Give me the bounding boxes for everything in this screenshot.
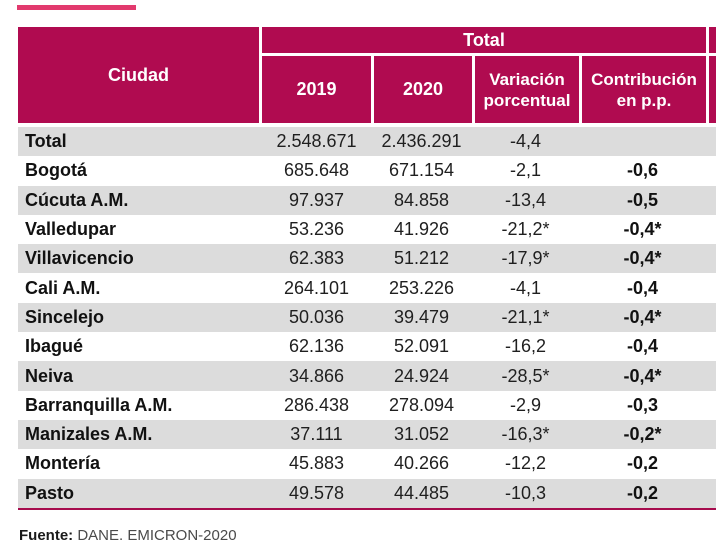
cell-ciudad: Manizales A.M. [25,424,153,445]
cell-contribucion: -0,4* [623,306,662,327]
table-row: Montería 45.883 40.266 -12,2 -0,2 [18,449,716,479]
cell-variacion: -16,3* [501,424,550,445]
header-variacion-line2: porcentual [483,90,571,110]
cell-2019: 62.136 [288,336,345,357]
header-total: Total [262,27,706,53]
header-2020: 2020 [374,56,472,123]
cell-2020: 253.226 [388,277,455,298]
cell-2019: 97.937 [288,189,345,210]
cell-2020: 671.154 [388,160,455,181]
table-row: Villavicencio 62.383 51.212 -17,9* -0,4* [18,244,716,274]
cell-variacion: -2,9 [509,394,542,415]
cell-2020: 41.926 [393,219,450,240]
cell-2019: 53.236 [288,219,345,240]
cell-contribucion: -0,2 [626,453,659,474]
cell-2019: 685.648 [283,160,350,181]
cell-ciudad: Neiva [25,365,74,386]
table-row: Bogotá 685.648 671.154 -2,1 -0,6 [18,156,716,186]
table-row: Cúcuta A.M. 97.937 84.858 -13,4 -0,5 [18,185,716,215]
cell-2020: 52.091 [393,336,450,357]
cell-ciudad: Montería [25,453,101,474]
cell-contribucion: -0,3 [626,394,659,415]
cell-contribucion: -0,4* [623,248,662,269]
cell-2019: 49.578 [288,482,345,503]
header-ciudad: Ciudad [18,27,259,123]
cell-2019: 45.883 [288,453,345,474]
cell-2020: 31.052 [393,424,450,445]
cell-contribucion: -0,4* [623,219,662,240]
cell-variacion: -21,1* [501,306,550,327]
cell-ciudad: Barranquilla A.M. [25,394,173,415]
cell-contribucion: -0,6 [626,160,659,181]
header-contribucion-line1: Contribución [591,69,697,89]
cell-variacion: -21,2* [501,219,550,240]
header-variacion: Variación porcentual [475,56,579,123]
cell-2019: 2.548.671 [276,131,357,152]
cell-2020: 84.858 [393,189,450,210]
table-row: Valledupar 53.236 41.926 -21,2* -0,4* [18,214,716,245]
table-row: Ibagué 62.136 52.091 -16,2 -0,4 [18,332,716,362]
title-accent-bar [17,5,136,10]
cell-2020: 24.924 [393,365,450,386]
table-header: Ciudad Total 2019 2020 Variación porcent… [18,27,716,123]
header-variacion-line1: Variación [489,69,565,89]
cell-contribucion: -0,2 [626,482,659,503]
cell-ciudad: Bogotá [25,160,87,181]
table-body: Total 2.548.671 2.436.291 -4,4 Bogotá 68… [18,127,716,510]
source-note: Fuente: DANE. EMICRON-2020 [19,527,237,544]
table-row: Barranquilla A.M. 286.438 278.094 -2,9 -… [18,390,716,420]
header-edge-strip-bottom [709,56,716,123]
cell-variacion: -4,4 [509,131,542,152]
table-row: Manizales A.M. 37.111 31.052 -16,3* -0,2… [18,419,716,450]
cell-contribucion: -0,2* [623,424,662,445]
cell-ciudad: Villavicencio [25,248,134,269]
cell-2019: 37.111 [290,424,343,445]
cell-2019: 62.383 [288,248,345,269]
cell-variacion: -2,1 [509,160,542,181]
cell-variacion: -12,2 [504,453,547,474]
cell-variacion: -10,3 [504,482,547,503]
header-2019: 2019 [262,56,371,123]
cell-2019: 34.866 [288,365,345,386]
cell-ciudad: Valledupar [25,219,117,240]
cell-2020: 44.485 [393,482,450,503]
cell-contribucion: -0,4 [626,336,659,357]
cell-contribucion: -0,5 [626,189,659,210]
cell-2020: 51.212 [393,248,450,269]
cell-variacion: -13,4 [504,189,547,210]
table-row: Neiva 34.866 24.924 -28,5* -0,4* [18,361,716,391]
cell-ciudad: Sincelejo [25,306,105,327]
header-contribucion-line2: en p.p. [616,90,672,110]
header-contribucion: Contribución en p.p. [582,56,706,123]
cell-2020: 2.436.291 [381,131,462,152]
cell-2019: 286.438 [283,394,350,415]
cell-2020: 40.266 [393,453,450,474]
cell-ciudad: Pasto [25,482,75,503]
cell-contribucion: -0,4 [626,277,659,298]
cell-variacion: -16,2 [504,336,547,357]
cell-2020: 39.479 [393,306,450,327]
cell-variacion: -28,5* [501,365,550,386]
cell-ciudad: Ibagué [25,336,84,357]
data-table: Ciudad Total 2019 2020 Variación porcent… [18,27,716,510]
table-row: Pasto 49.578 44.485 -10,3 -0,2 [18,478,716,508]
cell-contribucion: -0,4* [623,365,662,386]
table-row: Cali A.M. 264.101 253.226 -4,1 -0,4 [18,273,716,303]
cell-ciudad: Cúcuta A.M. [25,189,129,210]
cell-ciudad: Cali A.M. [25,277,101,298]
cell-2019: 50.036 [288,306,345,327]
source-label: Fuente: [19,527,74,544]
table-row: Sincelejo 50.036 39.479 -21,1* -0,4* [18,302,716,333]
source-text: DANE. EMICRON-2020 [73,527,237,544]
cell-2019: 264.101 [283,277,350,298]
header-edge-strip-top [709,27,716,53]
cell-variacion: -4,1 [509,277,542,298]
cell-variacion: -17,9* [501,248,550,269]
cell-2020: 278.094 [388,394,455,415]
cell-ciudad: Total [25,131,67,152]
table-row: Total 2.548.671 2.436.291 -4,4 [18,127,716,157]
